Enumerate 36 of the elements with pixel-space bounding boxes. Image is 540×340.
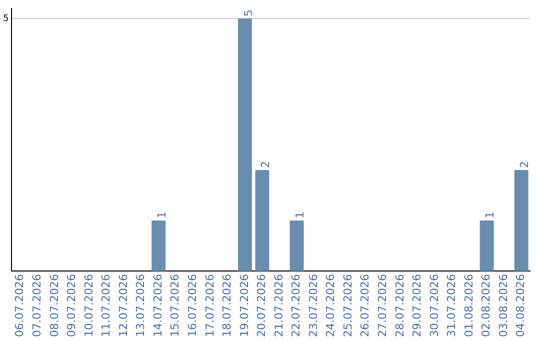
- x-tick-label: 30.07.2026: [428, 274, 441, 338]
- x-tick-label: 16.07.2026: [186, 274, 199, 338]
- x-tick-label: 18.07.2026: [220, 274, 234, 338]
- x-tick-label: 25.07.2026: [341, 274, 354, 338]
- x-tick-label: 31.07.2026: [445, 274, 458, 338]
- x-tick-label: 06.07.2026: [13, 274, 26, 338]
- x-tick-label: 29.07.2026: [410, 274, 424, 338]
- data-label: 2: [259, 161, 272, 168]
- data-label: 1: [155, 212, 168, 219]
- x-tick-label: 02.08.2026: [480, 274, 493, 338]
- x-tick-label: 01.08.2026: [462, 274, 476, 338]
- x-tick-label: 10.07.2026: [82, 274, 96, 338]
- x-tick-label: 22.07.2026: [290, 274, 303, 338]
- x-tick-label: 17.07.2026: [203, 274, 216, 338]
- data-label: 2: [518, 161, 532, 168]
- x-tick-label: 13.07.2026: [134, 274, 148, 338]
- x-tick-label: 07.07.2026: [30, 274, 44, 338]
- x-tick-label: 15.07.2026: [168, 274, 182, 338]
- x-tick-label: 24.07.2026: [324, 274, 338, 338]
- x-tick-label: 12.07.2026: [116, 274, 130, 338]
- data-label: 5: [242, 10, 255, 16]
- x-tick-label: 26.07.2026: [358, 274, 372, 338]
- x-tick-label: 21.07.2026: [272, 274, 286, 338]
- x-tick-label: 04.08.2026: [514, 274, 528, 338]
- x-tick-label: 03.08.2026: [496, 274, 510, 338]
- x-tick-label: 20.07.2026: [255, 274, 268, 338]
- x-tick-label: 08.07.2026: [48, 274, 61, 338]
- x-tick-label: 11.07.2026: [100, 274, 113, 338]
- x-tick-label: 19.07.2026: [238, 274, 251, 338]
- x-tick-label: 28.07.2026: [393, 274, 406, 338]
- x-tick-label: 23.07.2026: [306, 274, 320, 338]
- x-tick-label: 27.07.2026: [376, 274, 390, 338]
- x-tick-label: 09.07.2026: [65, 274, 78, 338]
- data-label: 1: [484, 212, 497, 219]
- data-label: 1: [294, 212, 307, 219]
- x-tick-label: 14.07.2026: [151, 274, 164, 338]
